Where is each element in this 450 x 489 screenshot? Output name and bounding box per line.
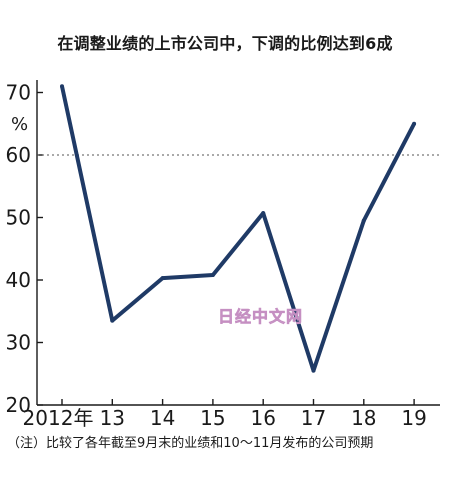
x-tick-label-1: 13 <box>100 406 125 430</box>
x-tick-label-2: 14 <box>150 406 175 430</box>
y-tick-label-50: 50 <box>6 206 31 230</box>
data-point-7 <box>412 121 417 126</box>
y-axis-unit-label: % <box>11 114 28 135</box>
chart-title: 在调整业绩的上市公司中，下调的比例达到6成 <box>57 34 393 53</box>
y-tick-label-40: 40 <box>6 268 31 292</box>
data-point-5 <box>311 368 316 373</box>
data-point-1 <box>110 318 115 323</box>
data-point-6 <box>361 218 366 223</box>
x-tick-label-7: 19 <box>401 406 426 430</box>
series-line <box>60 85 416 373</box>
x-tick-label-5: 17 <box>301 406 326 430</box>
data-point-3 <box>210 273 215 277</box>
x-tick-label-3: 15 <box>200 406 225 430</box>
watermark-text: 日经中文网 <box>218 307 303 326</box>
data-point-2 <box>160 276 165 281</box>
y-tick-label-20: 20 <box>6 393 31 417</box>
x-tick-label-4: 16 <box>250 406 275 430</box>
y-tick-label-60: 60 <box>6 143 31 167</box>
data-point-4 <box>261 211 266 216</box>
y-tick-label-30: 30 <box>6 331 31 355</box>
chart-footnote: （注）比较了各年截至9月末的业绩和10～11月发布的公司预期 <box>7 436 374 451</box>
y-tick-label-70: 70 <box>6 81 31 105</box>
x-tick-label-0: 2012年 <box>23 406 94 430</box>
x-tick-label-6: 18 <box>351 406 376 430</box>
data-point-0 <box>60 84 64 89</box>
